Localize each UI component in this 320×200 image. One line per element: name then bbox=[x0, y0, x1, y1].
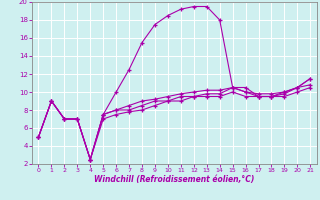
X-axis label: Windchill (Refroidissement éolien,°C): Windchill (Refroidissement éolien,°C) bbox=[94, 175, 255, 184]
